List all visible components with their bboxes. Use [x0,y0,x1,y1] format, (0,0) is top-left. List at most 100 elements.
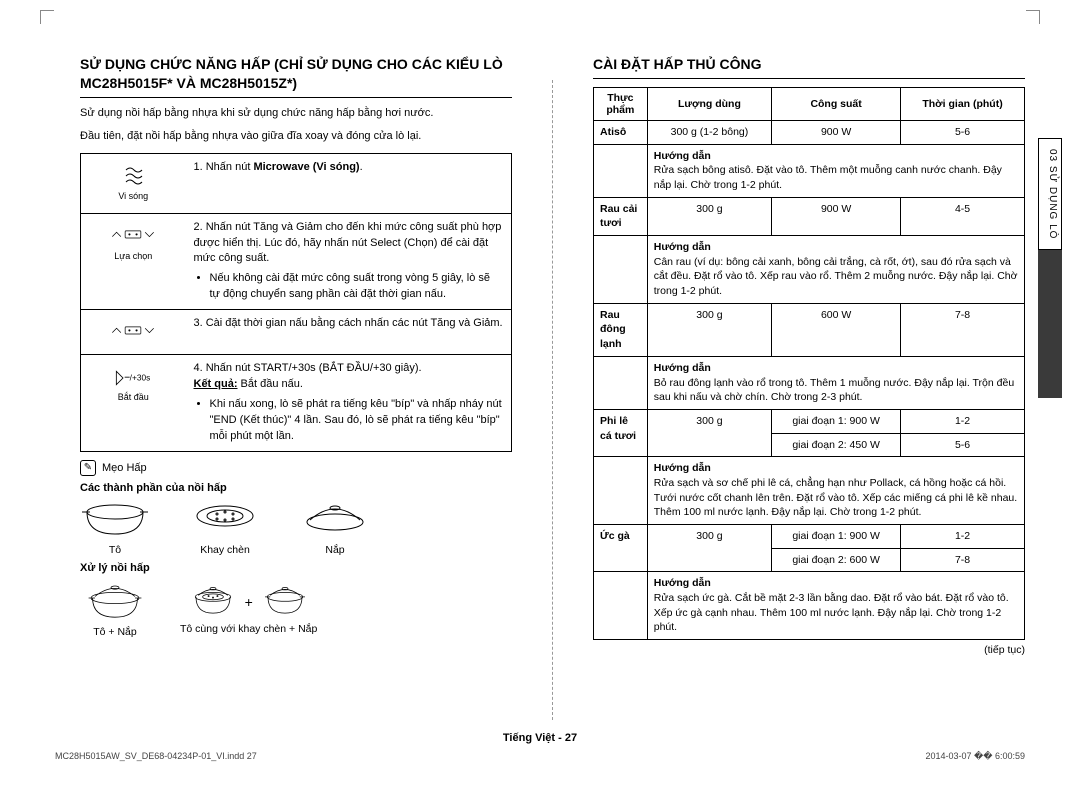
table-header-row: Thực phẩm Lượng dùng Công suất Thời gian… [594,87,1025,120]
step-2-icon-cell: Lựa chọn [81,213,186,310]
guide-label: Hướng dẫn [654,362,711,374]
assembly-a-label: Tô + Nắp [93,626,136,638]
fish-t1: 1-2 [901,409,1025,433]
row-fish-guide: Hướng dẫn Rửa sạch và sơ chế phi lê cá, … [594,457,1025,525]
step-1-bold: Microwave (Vi sóng) [253,161,359,173]
row-chicken-guide: Hướng dẫn Rửa sạch ức gà. Cắt bề mặt 2-3… [594,572,1025,640]
assembly-a: Tô + Nắp [80,582,150,638]
step-3-icon-cell [81,310,186,355]
artichoke-power: 900 W [772,120,901,144]
side-tab-label: 03 SỬ DỤNG LÒ [1038,138,1062,250]
row-frozenveg-guide: Hướng dẫn Bỏ rau đông lạnh vào rổ trong … [594,356,1025,409]
left-column: SỬ DỤNG CHỨC NĂNG HẤP (CHỈ SỬ DỤNG CHO C… [80,55,512,735]
fish-guide-cell: Hướng dẫn Rửa sạch và sơ chế phi lê cá, … [647,457,1024,525]
frozenveg-time: 7-8 [901,303,1025,356]
part-bowl: Tô [80,500,150,556]
part-lid-label: Nắp [325,544,344,556]
tip-icon: ✎ [80,460,96,476]
tip-label: Mẹo Hấp [102,462,147,474]
step-4-row: /+30s Bắt đầu 4. Nhấn nút START/+30s (BẮ… [81,355,512,452]
step-4-text: 4. Nhấn nút START/+30s (BẮT ĐẦU/+30 giây… [186,355,512,452]
artichoke-guide-cell: Hướng dẫn Rửa sạch bông atisô. Đặt vào t… [647,144,1024,197]
step-2-icon-label: Lựa chọn [114,250,152,263]
step-2-text: 2. Nhấn nút Tăng và Giảm cho đến khi mức… [186,213,512,310]
col-food: Thực phẩm [594,87,648,120]
right-heading: CÀI ĐẶT HẤP THỦ CÔNG [593,55,1025,79]
empty-cell [594,144,648,197]
col-qty: Lượng dùng [647,87,771,120]
assembly-b: + Tô cùng với khay chèn + Nắp [180,585,317,635]
row-freshveg-guide: Hướng dẫn Cân rau (ví dụ: bông cải xanh,… [594,236,1025,304]
step-4-icon-cell: /+30s Bắt đầu [81,355,186,452]
row-artichoke: Atisô 300 g (1-2 bông) 900 W 5-6 [594,120,1025,144]
step-1-icon-label: Vi sóng [118,190,148,203]
artichoke-name: Atisô [594,120,648,144]
chicken-guide: Rửa sạch ức gà. Cắt bề mặt 2-3 lần bằng … [654,592,1009,633]
step-4-main: 4. Nhấn nút START/+30s (BẮT ĐẦU/+30 giây… [194,362,422,374]
row-artichoke-guide: Hướng dẫn Rửa sạch bông atisô. Đặt vào t… [594,144,1025,197]
manual-steam-table: Thực phẩm Lượng dùng Công suất Thời gian… [593,87,1025,640]
step-4-result-text: Bắt đầu nấu. [238,378,303,390]
bowl-icon [80,500,150,540]
parts-heading: Các thành phần của nồi hấp [80,482,512,494]
part-tray-label: Khay chèn [200,544,250,556]
plus-icon: + [245,594,253,610]
parts-row: Tô Khay chèn [80,500,512,556]
freshveg-guide-cell: Hướng dẫn Cân rau (ví dụ: bông cải xanh,… [647,236,1024,304]
empty-cell [594,572,648,640]
frozenveg-guide: Bỏ rau đông lạnh vào rổ trong tô. Thêm 1… [654,377,1014,404]
column-separator [552,80,553,720]
start-icon: /+30s [108,365,158,389]
chicken-qty: 300 g [647,525,771,572]
freshveg-qty: 300 g [647,197,771,235]
row-freshveg: Rau cải tươi 300 g 900 W 4-5 [594,197,1025,235]
lid-icon [300,500,370,540]
tray-icon [190,500,260,540]
step-2-main: 2. Nhấn nút Tăng và Giảm cho đến khi mức… [194,221,502,265]
handling-heading: Xử lý nồi hấp [80,562,512,574]
part-bowl-label: Tô [109,544,121,556]
assembly-b-label: Tô cùng với khay chèn + Nắp [180,623,317,635]
steps-table: Vi sóng 1. Nhấn nút Microwave (Vi sóng). [80,153,512,452]
fish-qty: 300 g [647,409,771,456]
freshveg-power: 900 W [772,197,901,235]
col-power: Công suất [772,87,901,120]
artichoke-guide: Rửa sạch bông atisô. Đặt vào tô. Thêm mộ… [654,164,1002,191]
frozenveg-power: 600 W [772,303,901,356]
empty-cell [594,457,648,525]
step-1-text: 1. Nhấn nút Microwave (Vi sóng). [186,153,512,213]
empty-cell [594,356,648,409]
step-4-icon-label: Bắt đầu [118,391,149,404]
crop-mark [1026,10,1040,24]
frozenveg-name: Rau đông lạnh [594,303,648,356]
footer-page: Tiếng Việt - 27 [0,732,1080,744]
artichoke-time: 5-6 [901,120,1025,144]
step-1-pre: 1. Nhấn nút [194,161,254,173]
right-column: CÀI ĐẶT HẤP THỦ CÔNG Thực phẩm Lượng dùn… [593,55,1025,735]
step-3-text: 3. Cài đặt thời gian nấu bằng cách nhấn … [186,310,512,355]
artichoke-qty: 300 g (1-2 bông) [647,120,771,144]
side-tab-dark [1038,250,1062,398]
assembly-row: Tô + Nắp + [80,582,512,638]
fish-guide: Rửa sạch và sơ chế phi lê cá, chẳng hạn … [654,477,1017,518]
freshveg-guide: Cân rau (ví dụ: bông cải xanh, bông cải … [654,256,1018,297]
chicken-t1: 1-2 [901,525,1025,549]
chicken-p2: giai đoạn 2: 600 W [772,548,901,572]
crop-mark [40,10,54,24]
intro-line-2: Đầu tiên, đặt nồi hấp bằng nhựa vào giữa… [80,129,512,144]
guide-label: Hướng dẫn [654,577,711,589]
fish-t2: 5-6 [901,433,1025,457]
row-chicken-1: Ức gà 300 g giai đoạn 1: 900 W 1-2 [594,525,1025,549]
fish-p1: giai đoạn 1: 900 W [772,409,901,433]
part-tray: Khay chèn [190,500,260,556]
step-4-bullet: Khi nấu xong, lò sẽ phát ra tiếng kêu "b… [210,397,504,445]
footer-meta: MC28H5015AW_SV_DE68-04234P-01_VI.indd 27… [55,751,1025,762]
continue-label: (tiếp tục) [593,644,1025,656]
microwave-icon [108,164,158,188]
fish-p2: giai đoạn 2: 450 W [772,433,901,457]
arrows-icon [108,224,158,248]
left-heading: SỬ DỤNG CHỨC NĂNG HẤP (CHỈ SỬ DỤNG CHO C… [80,55,512,98]
svg-text:/+30s: /+30s [130,373,151,383]
step-3-row: 3. Cài đặt thời gian nấu bằng cách nhấn … [81,310,512,355]
footer-left: MC28H5015AW_SV_DE68-04234P-01_VI.indd 27 [55,751,257,762]
